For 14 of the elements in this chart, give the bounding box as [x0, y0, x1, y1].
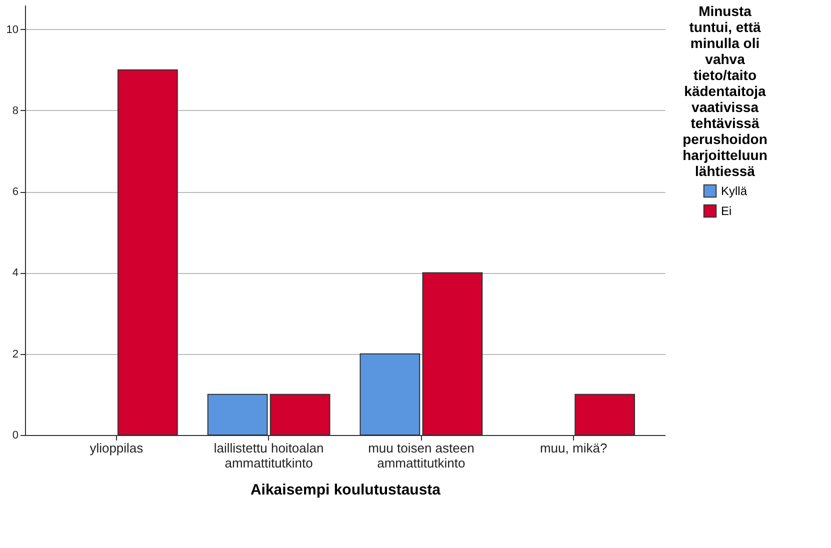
- y-tick-label: 0: [12, 430, 18, 442]
- y-tick-label: 4: [12, 267, 18, 280]
- legend-label: Kyllä: [721, 184, 748, 198]
- x-axis-title: Aikaisempi koulutustausta: [250, 482, 442, 498]
- x-tick-label: ylioppilas: [90, 440, 144, 456]
- x-tick-label: laillistettu hoitoalan ammattitutkinto: [214, 440, 324, 470]
- y-tick-label: 6: [12, 186, 18, 198]
- y-tick-label: 2: [12, 348, 18, 360]
- y-tick-label: 10: [6, 24, 18, 36]
- text: Minusta tuntui, että minulla oli vahva tieto/taito kädentaitoja vaativissa tehtävissä perushoidon harjoitteluun lähtiessä: [682, 3, 768, 179]
- x-tick-label: muu, mikä?: [540, 440, 608, 456]
- y-tick-label: 8: [12, 104, 18, 117]
- legend-label: Ei: [721, 204, 732, 218]
- x-tick-label: muu toisen asteen ammattitutkinto: [368, 440, 474, 470]
